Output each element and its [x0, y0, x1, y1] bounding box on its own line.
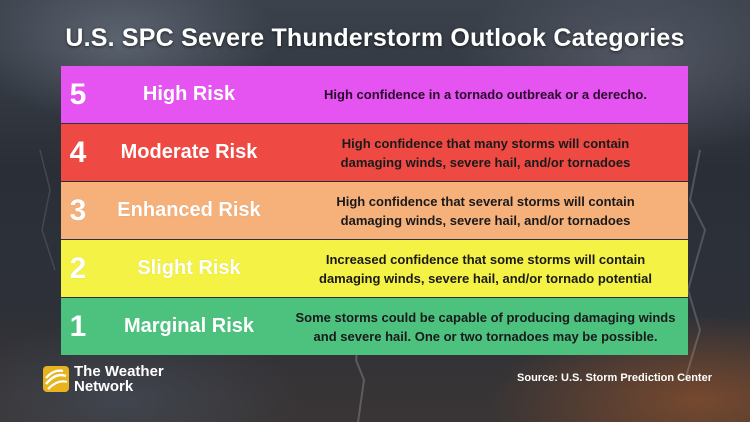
risk-level-description: Some storms could be capable of producin… — [279, 308, 688, 346]
page-title: U.S. SPC Severe Thunderstorm Outlook Cat… — [65, 24, 685, 52]
risk-level-number: 5 — [69, 77, 87, 111]
description-line: damaging winds, severe hail, and/or torn… — [340, 212, 631, 228]
weather-network-logo-icon — [43, 366, 69, 392]
risk-row-moderate: 4 Moderate Risk High confidence that man… — [61, 124, 688, 181]
risk-row-high: 5 High Risk High confidence in a tornado… — [61, 66, 688, 123]
risk-level-number: 2 — [69, 251, 87, 285]
brand-name-line: Network — [74, 378, 134, 395]
risk-level-name: Enhanced Risk — [117, 199, 261, 221]
description-line: Some storms could be capable of producin… — [295, 309, 676, 325]
brand-name-line: The Weather — [74, 363, 164, 380]
risk-level-name: Moderate Risk — [120, 141, 258, 163]
risk-level-number: 3 — [69, 193, 87, 227]
risk-level-name: Slight Risk — [137, 257, 241, 279]
description-line: damaging winds, severe hail, and/or torn… — [340, 154, 631, 170]
description-line: High confidence in a tornado outbreak or… — [324, 87, 647, 102]
source-credit: Source: U.S. Storm Prediction Center — [517, 372, 712, 384]
description-line: High confidence that several storms will… — [336, 193, 635, 209]
risk-row-slight: 2 Slight Risk Increased confidence that … — [61, 240, 688, 297]
risk-level-description: High confidence in a tornado outbreak or… — [279, 85, 688, 104]
risk-level-number: 4 — [69, 135, 87, 169]
risk-level-number: 1 — [69, 309, 87, 343]
risk-categories-table: 5 High Risk High confidence in a tornado… — [61, 66, 688, 356]
risk-row-enhanced: 3 Enhanced Risk High confidence that sev… — [61, 182, 688, 239]
brand-logo: The Weather Network — [43, 364, 164, 394]
description-line: High confidence that many storms will co… — [341, 135, 630, 151]
risk-level-description: High confidence that several storms will… — [279, 192, 688, 230]
description-line: damaging winds, severe hail, and/or torn… — [319, 270, 652, 286]
description-line: Increased confidence that some storms wi… — [325, 251, 646, 267]
description-line: and severe hail. One or two tornadoes ma… — [313, 328, 658, 344]
risk-level-name: Marginal Risk — [123, 315, 255, 337]
risk-level-name: High Risk — [142, 83, 236, 105]
brand-name: The Weather Network — [74, 364, 164, 394]
risk-level-description: High confidence that many storms will co… — [279, 134, 688, 172]
risk-row-marginal: 1 Marginal Risk Some storms could be cap… — [61, 298, 688, 355]
risk-level-description: Increased confidence that some storms wi… — [279, 250, 688, 288]
